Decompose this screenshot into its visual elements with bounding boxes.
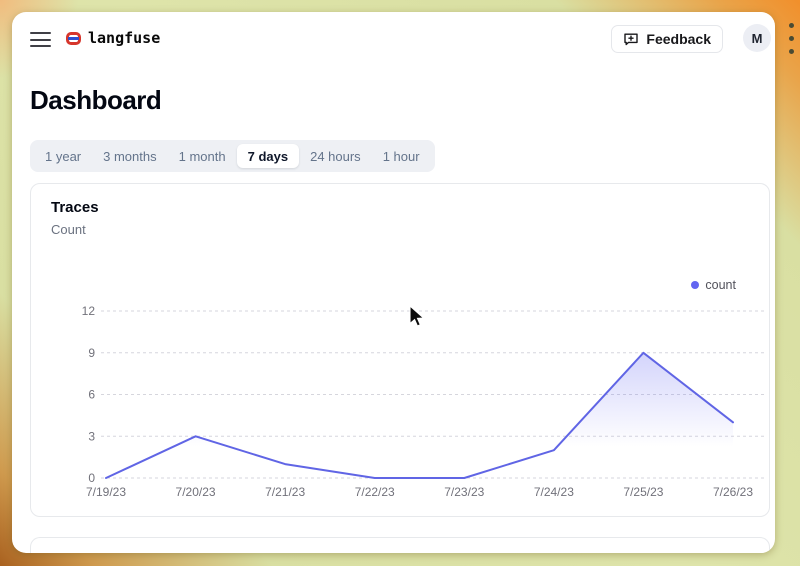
x-tick-label: 7/24/23 (534, 485, 574, 499)
tab-24-hours[interactable]: 24 hours (299, 144, 372, 168)
tab-7-days[interactable]: 7 days (236, 144, 300, 168)
legend-dot-icon (691, 281, 700, 289)
series-area (106, 352, 733, 478)
message-plus-icon (624, 33, 639, 46)
avatar-initial: M (751, 30, 763, 46)
y-tick-label: 12 (82, 304, 96, 318)
langfuse-logo[interactable]: langfuse (66, 29, 160, 47)
tab-1-month[interactable]: 1 month (168, 144, 237, 168)
x-tick-label: 7/20/23 (176, 485, 216, 499)
dot (789, 36, 794, 41)
y-tick-label: 9 (88, 346, 95, 360)
card-subtitle: Count (51, 222, 86, 237)
card-title: Traces (51, 199, 99, 216)
tab-1-year[interactable]: 1 year (34, 144, 92, 168)
knot-logo-icon (66, 31, 81, 45)
y-tick-label: 6 (88, 388, 95, 402)
page-title: Dashboard (30, 85, 162, 115)
drag-handle-dots (789, 23, 794, 54)
x-tick-label: 7/23/23 (444, 485, 484, 499)
next-card-partial (30, 537, 770, 553)
menu-hamburger-icon[interactable] (30, 32, 51, 47)
x-tick-label: 7/26/23 (713, 485, 753, 499)
series-line (105, 351, 734, 479)
traces-chart: 0 3 6 9 12 7/19/23 7/20/23 7/21/23 7/22/23 7/23/2… (82, 304, 764, 499)
y-tick-label: 0 (88, 471, 95, 485)
time-range-tabs: 1 year 3 months 1 month 7 days 24 hours 1 hou… (30, 140, 435, 172)
x-tick-label: 7/19/23 (86, 485, 126, 499)
x-tick-label: 7/25/23 (623, 485, 663, 499)
tab-1-hour[interactable]: 1 hour (372, 144, 431, 168)
tab-3-months[interactable]: 3 months (92, 144, 167, 168)
chart-legend: count (691, 278, 736, 292)
x-tick-label: 7/22/23 (355, 485, 395, 499)
feedback-label: Feedback (646, 31, 711, 47)
legend-label: count (705, 278, 736, 292)
logo-text: langfuse (88, 29, 161, 47)
y-tick-label: 3 (88, 429, 95, 443)
feedback-button[interactable]: Feedback (611, 25, 723, 53)
app-window: langfuse Feedback M Dashboard 1 year 3 mo… (12, 12, 775, 553)
dot (789, 49, 794, 54)
x-tick-label: 7/21/23 (265, 485, 305, 499)
dot (789, 23, 794, 28)
traces-card: Traces Count count 0 3 6 9 12 7/19/23 7/20/23 7… (30, 183, 770, 517)
user-avatar[interactable]: M (743, 24, 771, 52)
